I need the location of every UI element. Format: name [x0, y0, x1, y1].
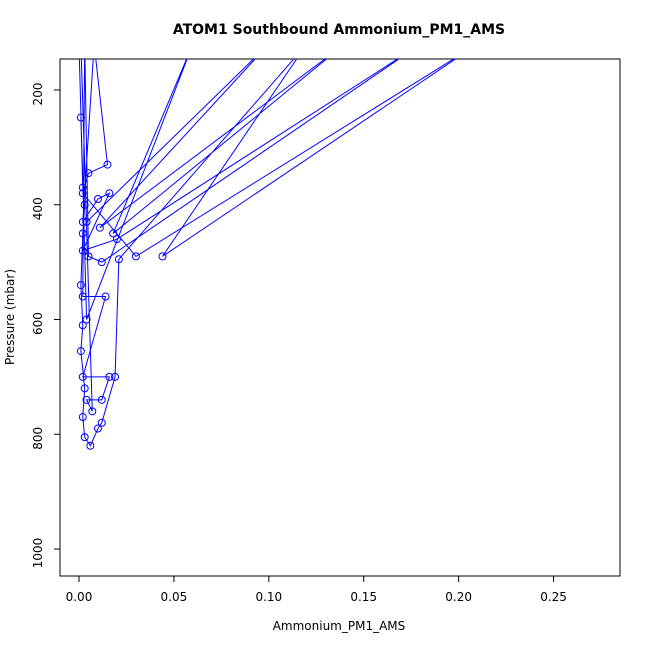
- data-point: [109, 229, 118, 238]
- data-point: [78, 246, 87, 255]
- data-point: [82, 315, 91, 324]
- data-point: [80, 433, 89, 442]
- data-point: [103, 160, 112, 169]
- data-point: [78, 372, 87, 381]
- x-tick-label: 0.15: [350, 590, 377, 604]
- x-tick-label: 0.00: [66, 590, 93, 604]
- data-point: [105, 189, 114, 198]
- plot-area: [76, 59, 457, 450]
- data-point: [97, 418, 106, 427]
- data-point: [158, 252, 167, 261]
- data-point: [111, 372, 120, 381]
- data-point: [84, 252, 93, 261]
- data-point: [95, 223, 104, 232]
- y-tick-label: 800: [31, 427, 45, 450]
- x-tick-label: 0.20: [445, 590, 472, 604]
- plot-frame: [59, 58, 621, 577]
- x-tick-label: 0.10: [255, 590, 282, 604]
- data-point: [78, 292, 87, 301]
- data-point: [80, 384, 89, 393]
- data-point: [78, 413, 87, 422]
- data-point: [112, 235, 121, 244]
- data-point: [93, 195, 102, 204]
- data-point: [93, 424, 102, 433]
- y-tick-label: 400: [31, 197, 45, 220]
- data-point: [80, 200, 89, 209]
- x-tick-label: 0.05: [161, 590, 188, 604]
- data-point: [76, 113, 85, 122]
- y-axis-label: Pressure (mbar): [3, 269, 17, 365]
- data-point: [97, 258, 106, 267]
- chart-title: ATOM1 Southbound Ammonium_PM1_AMS: [173, 22, 505, 38]
- y-tick-label: 1000: [31, 538, 45, 569]
- data-point: [101, 292, 110, 301]
- data-point: [76, 281, 85, 290]
- x-axis-label: Ammonium_PM1_AMS: [273, 619, 406, 633]
- data-point: [82, 395, 91, 404]
- data-point: [78, 189, 87, 198]
- x-tick-label: 0.25: [540, 590, 567, 604]
- y-tick-label: 200: [31, 83, 45, 106]
- data-point: [78, 183, 87, 192]
- data-point: [105, 372, 114, 381]
- data-point: [84, 169, 93, 178]
- data-point: [131, 252, 140, 261]
- data-point: [78, 321, 87, 330]
- data-point: [76, 347, 85, 356]
- data-point: [86, 441, 95, 450]
- data-point: [78, 217, 87, 226]
- y-tick-label: 600: [31, 312, 45, 335]
- data-point: [114, 255, 123, 264]
- data-point: [82, 217, 91, 226]
- data-point: [78, 229, 87, 238]
- data-point: [97, 395, 106, 404]
- data-line: [78, 59, 457, 447]
- data-point: [88, 407, 97, 416]
